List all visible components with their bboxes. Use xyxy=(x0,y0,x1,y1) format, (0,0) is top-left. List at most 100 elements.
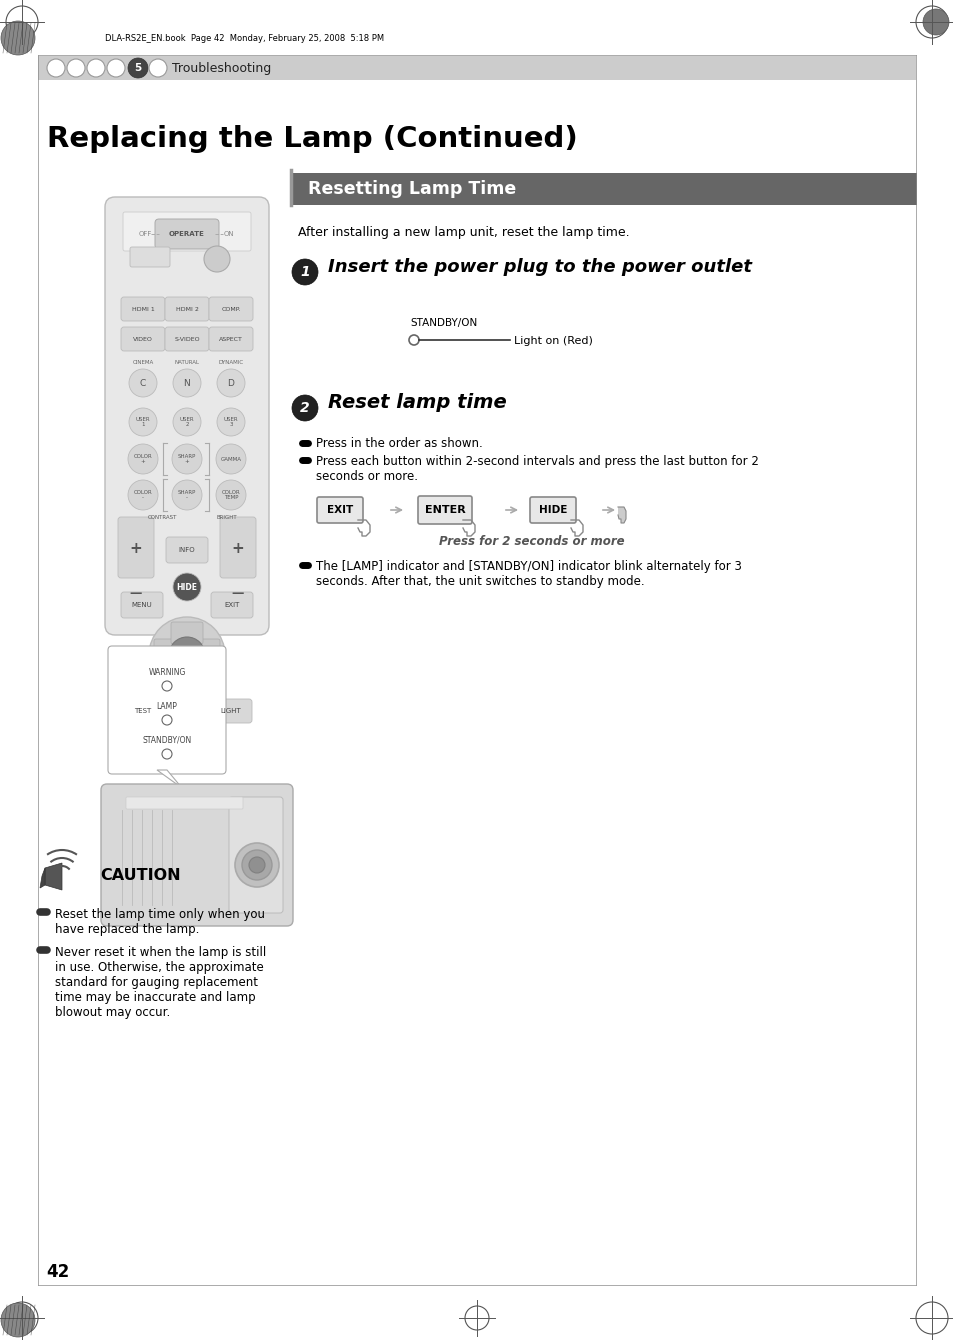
Text: HDMI 2: HDMI 2 xyxy=(175,307,198,311)
FancyBboxPatch shape xyxy=(108,646,226,775)
Text: COLOR
+: COLOR + xyxy=(133,454,152,465)
Text: DYNAMIC: DYNAMIC xyxy=(218,359,243,364)
Circle shape xyxy=(292,395,317,421)
Text: 1: 1 xyxy=(300,265,310,279)
Text: Press each button within 2-second intervals and press the last button for 2
seco: Press each button within 2-second interv… xyxy=(315,456,758,482)
Text: HDMI 1: HDMI 1 xyxy=(132,307,154,311)
Circle shape xyxy=(169,636,205,673)
Text: Press in the order as shown.: Press in the order as shown. xyxy=(315,437,482,450)
Text: SHARP
+: SHARP + xyxy=(177,454,196,465)
Text: USER
3: USER 3 xyxy=(223,417,238,427)
Circle shape xyxy=(149,616,225,693)
Text: STANDBY/ON: STANDBY/ON xyxy=(410,318,476,328)
FancyBboxPatch shape xyxy=(121,327,165,351)
Circle shape xyxy=(249,858,265,872)
Text: NATURAL: NATURAL xyxy=(174,359,199,364)
Polygon shape xyxy=(618,507,625,523)
Circle shape xyxy=(87,59,105,76)
Circle shape xyxy=(923,9,948,35)
Text: 42: 42 xyxy=(46,1264,70,1281)
FancyBboxPatch shape xyxy=(171,666,203,687)
FancyBboxPatch shape xyxy=(121,297,165,322)
FancyBboxPatch shape xyxy=(121,592,163,618)
Polygon shape xyxy=(45,863,62,890)
Text: LIGHT: LIGHT xyxy=(220,708,241,714)
Text: +: + xyxy=(232,540,244,556)
Circle shape xyxy=(216,407,245,436)
Text: Replacing the Lamp (Continued): Replacing the Lamp (Continued) xyxy=(47,125,578,153)
Text: CAUTION: CAUTION xyxy=(100,868,180,883)
FancyBboxPatch shape xyxy=(198,639,220,671)
Text: ENTER: ENTER xyxy=(172,650,201,659)
Text: USER
2: USER 2 xyxy=(179,417,194,427)
Text: Light on (Red): Light on (Red) xyxy=(514,336,592,346)
Text: VIDEO: VIDEO xyxy=(132,336,152,342)
Text: COLOR
TEMP: COLOR TEMP xyxy=(221,489,240,500)
Text: —: — xyxy=(130,587,142,599)
Text: Troubleshooting: Troubleshooting xyxy=(172,62,271,75)
FancyBboxPatch shape xyxy=(166,537,208,563)
Circle shape xyxy=(172,480,202,511)
Circle shape xyxy=(129,369,157,397)
Circle shape xyxy=(47,59,65,76)
Text: COMP.: COMP. xyxy=(221,307,240,311)
FancyBboxPatch shape xyxy=(118,517,153,578)
FancyBboxPatch shape xyxy=(210,699,252,724)
Text: Resetting Lamp Time: Resetting Lamp Time xyxy=(308,180,516,198)
Text: N: N xyxy=(183,378,191,387)
Circle shape xyxy=(107,59,125,76)
Circle shape xyxy=(128,480,158,511)
FancyBboxPatch shape xyxy=(154,218,219,249)
Text: EXIT: EXIT xyxy=(327,505,353,515)
FancyBboxPatch shape xyxy=(530,497,576,523)
Text: After installing a new lamp unit, reset the lamp time.: After installing a new lamp unit, reset … xyxy=(297,226,629,239)
Text: ASPECT: ASPECT xyxy=(219,336,243,342)
Circle shape xyxy=(292,259,317,285)
Text: The [LAMP] indicator and [STANDBY/ON] indicator blink alternately for 3
seconds.: The [LAMP] indicator and [STANDBY/ON] in… xyxy=(315,560,741,588)
Text: Insert the power plug to the power outlet: Insert the power plug to the power outle… xyxy=(328,259,751,276)
Circle shape xyxy=(242,850,272,880)
Circle shape xyxy=(129,407,157,436)
Text: Reset lamp time: Reset lamp time xyxy=(328,393,506,411)
FancyBboxPatch shape xyxy=(209,297,253,322)
Text: HIDE: HIDE xyxy=(538,505,567,515)
FancyBboxPatch shape xyxy=(126,797,243,809)
Text: Never reset it when the lamp is still
in use. Otherwise, the approximate
standar: Never reset it when the lamp is still in… xyxy=(55,946,266,1018)
Circle shape xyxy=(234,843,278,887)
Text: COLOR
-: COLOR - xyxy=(133,489,152,500)
Text: Reset the lamp time only when you
have replaced the lamp.: Reset the lamp time only when you have r… xyxy=(55,909,265,937)
FancyBboxPatch shape xyxy=(229,797,283,913)
FancyBboxPatch shape xyxy=(165,327,209,351)
Text: HIDE: HIDE xyxy=(177,583,196,591)
Text: 5: 5 xyxy=(134,63,141,72)
Text: LAMP: LAMP xyxy=(156,702,177,710)
Text: ON: ON xyxy=(223,230,234,237)
FancyBboxPatch shape xyxy=(105,197,269,635)
Circle shape xyxy=(128,444,158,474)
FancyBboxPatch shape xyxy=(165,297,209,322)
Polygon shape xyxy=(182,677,192,687)
Circle shape xyxy=(215,444,246,474)
Text: CINEMA: CINEMA xyxy=(132,359,153,364)
Text: INFO: INFO xyxy=(178,547,195,553)
FancyBboxPatch shape xyxy=(209,327,253,351)
Circle shape xyxy=(204,247,230,272)
FancyBboxPatch shape xyxy=(417,496,472,524)
Polygon shape xyxy=(40,868,45,888)
FancyBboxPatch shape xyxy=(220,517,255,578)
Text: —: — xyxy=(232,587,244,599)
Circle shape xyxy=(1,1302,35,1337)
Circle shape xyxy=(172,407,201,436)
FancyBboxPatch shape xyxy=(153,639,175,671)
Text: BRIGHT: BRIGHT xyxy=(216,515,237,520)
Text: GAMMA: GAMMA xyxy=(220,457,241,461)
Text: OPERATE: OPERATE xyxy=(169,230,205,237)
Text: WARNING: WARNING xyxy=(148,667,186,677)
Text: MENU: MENU xyxy=(132,602,152,608)
Text: ENTER: ENTER xyxy=(424,505,465,515)
Circle shape xyxy=(172,444,202,474)
Text: HIDE: HIDE xyxy=(176,583,197,591)
Circle shape xyxy=(1,21,35,55)
Text: TEST: TEST xyxy=(134,708,152,714)
Text: 2: 2 xyxy=(300,401,310,415)
